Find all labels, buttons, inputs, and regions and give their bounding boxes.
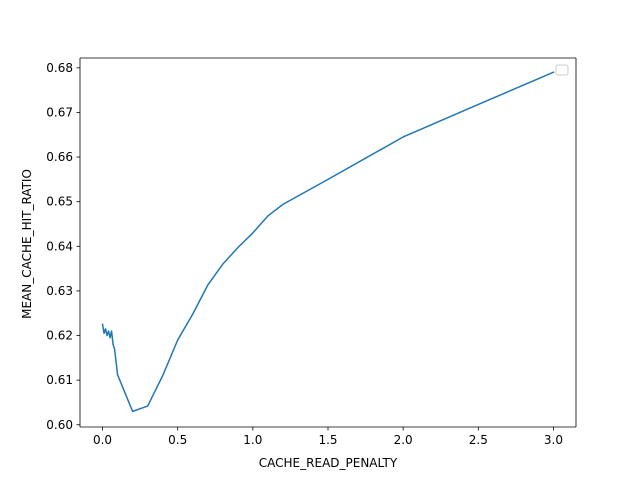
y-tick-label: 0.63 [46,284,73,298]
y-tick-label: 0.65 [46,195,73,209]
plot-area [79,57,577,428]
series-line-0 [101,71,555,413]
x-tick-label: 0.0 [93,433,112,447]
y-axis-label: MEAN_CACHE_HIT_RATIO [20,169,34,319]
x-tick-label: 1.0 [243,433,262,447]
x-axis-label: CACHE_READ_PENALTY [259,456,398,470]
y-tick-label: 0.68 [46,61,73,75]
y-tick-label: 0.66 [46,150,73,164]
y-tick-label: 0.60 [46,418,73,432]
plot-background [80,58,576,427]
series-layer [101,71,555,413]
y-tick-label: 0.64 [46,239,73,253]
x-tick-label: 3.0 [544,433,563,447]
x-tick-label: 2.5 [469,433,488,447]
legend [555,64,569,76]
x-tick-label: 1.5 [318,433,337,447]
y-tick-label: 0.67 [46,105,73,119]
y-tick-label: 0.62 [46,329,73,343]
legend-box [555,64,569,76]
ticks-layer: 0.0 0.5 1.0 1.5 2.0 2.5 3.0 0.60 0.61 0.62 0.63 0.6… [46,61,563,447]
x-tick-label: 2.0 [394,433,413,447]
x-tick-label: 0.5 [168,433,187,447]
y-tick-label: 0.61 [46,373,73,387]
